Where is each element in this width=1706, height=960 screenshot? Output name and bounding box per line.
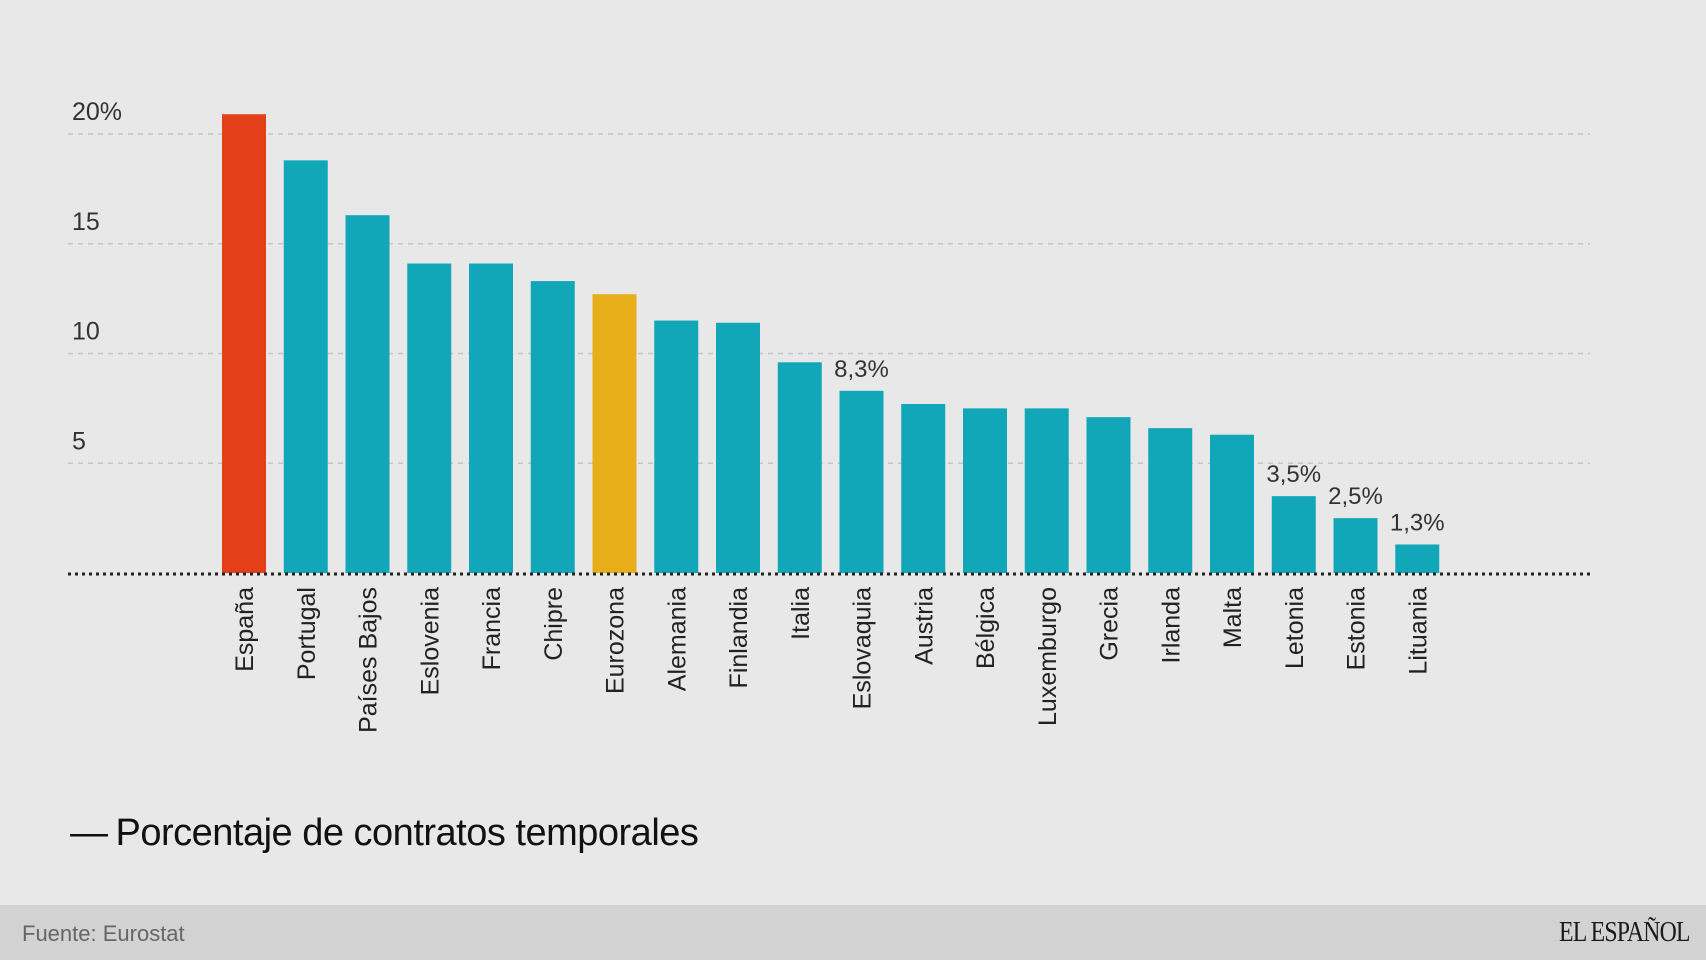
bar-grecia [1086,417,1131,573]
category-label-alemania: Alemania [663,587,691,691]
legend-label: Porcentaje de contratos temporales [115,812,699,854]
footer-bar: Fuente: Eurostat EL ESPAÑOL [0,905,1706,960]
bar-letonia [1271,496,1316,573]
bar-finlandia [716,322,760,573]
y-tick-label-15: 15 [72,208,100,236]
brand-logo: EL ESPAÑOL [1559,917,1690,948]
bar-eslovaquia [839,390,884,573]
category-label-belgica: Bélgica [972,587,1000,669]
y-axis-ticks: 5 10 15 20% [72,98,122,455]
bar-alemania [654,320,699,573]
category-label-paises-bajos: Países Bajos [355,587,383,733]
category-label-letonia: Letonia [1281,587,1309,669]
bar-austria [901,403,946,573]
category-label-estonia: Estonia [1343,587,1371,670]
x-axis-category-labels: España Portugal Países Bajos Eslovenia Franc… [231,587,1432,733]
category-label-chipre: Chipre [540,587,568,661]
y-tick-label-20: 20% [72,98,122,126]
category-label-grecia: Grecia [1096,587,1124,661]
category-label-eurozona: Eurozona [602,587,630,694]
legend: — Porcentaje de contratos temporales [70,812,699,855]
category-label-irlanda: Irlanda [1157,587,1185,664]
category-label-eslovenia: Eslovenia [416,587,444,695]
y-tick-label-5: 5 [72,427,86,455]
category-label-finlandia: Finlandia [725,587,753,689]
y-tick-label-10: 10 [72,318,100,346]
bar-belgica [963,408,1007,573]
bar-italia [777,362,822,573]
data-labels: 8,3% 3,5% 2,5% 1,3% [834,356,1444,537]
bar-chart: 5 10 15 20% España Portugal Países Bajos Eslov… [68,98,1590,733]
bar-portugal [283,160,328,573]
source-credit: Fuente: Eurostat [22,921,185,946]
data-label-lituania: 1,3% [1390,509,1445,536]
bar-chipre [530,281,575,573]
bar-francia [469,263,513,573]
category-label-austria: Austria [910,587,938,665]
bar-paises-bajos [345,215,390,573]
data-label-letonia: 3,5% [1266,461,1321,488]
bar-espana [222,114,266,574]
category-label-lituania: Lituania [1404,587,1432,675]
legend-dash-marker: — [70,812,108,854]
bar-malta [1210,434,1254,573]
category-label-espana: España [231,587,259,672]
category-label-francia: Francia [478,587,506,670]
category-label-italia: Italia [787,587,815,640]
bar-estonia [1333,518,1378,573]
category-label-portugal: Portugal [293,587,321,680]
data-label-estonia: 2,5% [1328,483,1383,510]
category-label-eslovaquia: Eslovaquia [849,587,877,709]
category-label-luxemburgo: Luxemburgo [1034,587,1062,726]
category-label-malta: Malta [1219,587,1247,648]
bar-eslovenia [407,263,452,573]
bar-eurozona [592,294,637,573]
bar-luxemburgo [1024,408,1069,573]
bar-irlanda [1148,428,1193,573]
data-label-eslovaquia: 8,3% [834,356,889,383]
bar-lituania [1395,544,1440,573]
bars [222,114,1440,574]
